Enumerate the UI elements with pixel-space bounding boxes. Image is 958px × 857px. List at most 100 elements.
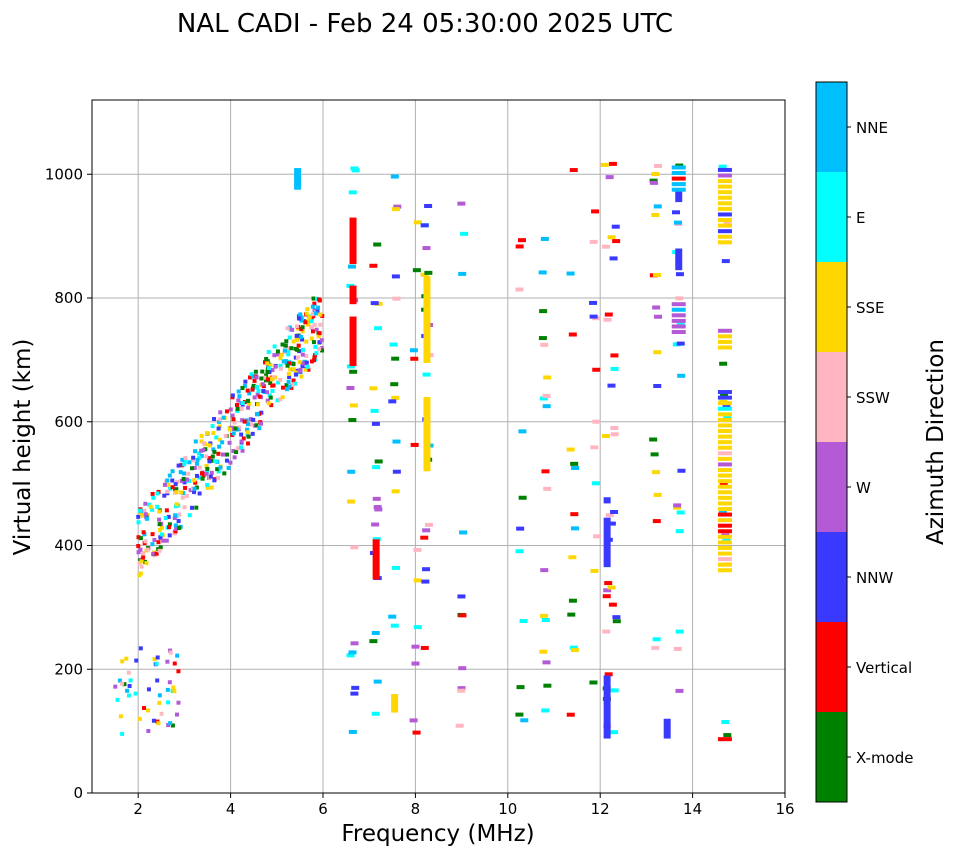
colorbar-label: E — [856, 209, 865, 227]
echo-point — [604, 672, 613, 677]
echo-point — [239, 406, 244, 411]
echo-point — [175, 653, 180, 658]
echo-point — [610, 366, 619, 371]
echo-point — [317, 331, 322, 336]
echo-point — [373, 679, 382, 684]
echo-point — [300, 352, 305, 357]
echo-point — [157, 548, 162, 553]
echo-point — [256, 389, 261, 394]
echo-point — [264, 356, 269, 361]
echo-point — [179, 478, 184, 483]
echo-point — [167, 533, 172, 538]
echo-point — [373, 242, 382, 247]
echo-point — [305, 364, 310, 369]
echo-point — [255, 392, 260, 397]
echo-point — [178, 490, 183, 495]
echo-point — [420, 223, 429, 228]
echo-point — [166, 700, 171, 705]
echo-point — [391, 274, 400, 279]
echo-point — [349, 369, 358, 374]
echo-point — [720, 393, 729, 398]
echo-point — [424, 522, 433, 527]
echo-point — [422, 246, 431, 251]
echo-point — [651, 645, 660, 650]
echo-point — [310, 304, 315, 309]
echo-point — [150, 491, 155, 496]
echo-point — [607, 235, 616, 240]
echo-point — [170, 485, 175, 490]
echo-point — [412, 730, 421, 735]
echo-point — [717, 737, 732, 742]
echo-point — [137, 716, 142, 721]
echo-point — [604, 581, 613, 586]
echo-point — [570, 648, 579, 653]
echo-point — [721, 259, 730, 264]
echo-point — [300, 329, 305, 334]
echo-point — [677, 373, 686, 378]
echo-point — [295, 347, 300, 352]
echo-point — [269, 403, 274, 408]
echo-point — [607, 585, 616, 590]
echo-point — [717, 179, 732, 184]
echo-point — [310, 312, 315, 317]
echo-point — [717, 240, 732, 245]
echo-point — [238, 445, 243, 450]
echo-point — [220, 452, 225, 457]
echo-point — [232, 420, 237, 425]
echo-column — [675, 189, 683, 203]
echo-point — [224, 458, 229, 463]
echo-point — [141, 530, 146, 535]
echo-point — [304, 353, 309, 358]
echo-point — [610, 432, 619, 437]
echo-point — [717, 534, 732, 539]
echo-point — [187, 513, 192, 518]
echo-point — [350, 641, 359, 646]
x-tick-label: 6 — [318, 800, 328, 818]
echo-point — [313, 311, 318, 316]
echo-point — [218, 410, 223, 415]
echo-point — [318, 322, 323, 327]
echo-point — [183, 459, 188, 464]
echo-point — [138, 646, 143, 651]
echo-point — [120, 731, 125, 736]
echo-point — [154, 661, 159, 666]
echo-point — [245, 427, 250, 432]
echo-point — [242, 419, 247, 424]
echo-point — [241, 436, 246, 441]
echo-point — [115, 697, 120, 702]
echo-point — [413, 220, 422, 225]
echo-point — [540, 613, 549, 618]
echo-point — [205, 482, 210, 487]
plot-frame — [91, 99, 786, 794]
echo-point — [165, 489, 170, 494]
echo-point — [371, 711, 380, 716]
echo-point — [309, 359, 314, 364]
echo-point — [235, 406, 240, 411]
x-axis-ticks: 2 4 6 8 10 12 14 16 — [133, 793, 795, 818]
echo-point — [520, 718, 529, 723]
echo-point — [176, 669, 181, 674]
echo-point — [369, 386, 378, 391]
y-axis-ticks: 0 200 400 600 800 1000 — [45, 165, 92, 802]
echo-point — [173, 529, 178, 534]
echo-point — [252, 378, 257, 383]
echo-point — [349, 403, 358, 408]
echo-point — [197, 491, 202, 496]
echo-point — [278, 356, 283, 361]
echo-column — [603, 517, 611, 568]
y-tick-label: 800 — [54, 289, 83, 307]
echo-point — [610, 688, 619, 693]
echo-point — [216, 469, 221, 474]
echo-point — [717, 173, 732, 178]
echo-point — [192, 466, 197, 471]
echo-point — [717, 195, 732, 200]
echo-point — [208, 474, 213, 479]
echo-point — [201, 448, 206, 453]
echo-point — [156, 721, 161, 726]
echo-point — [152, 537, 157, 542]
echo-point — [540, 342, 549, 347]
echo-point — [278, 366, 283, 371]
echo-point — [312, 358, 317, 363]
echo-point — [299, 318, 304, 323]
echo-point — [652, 637, 661, 642]
